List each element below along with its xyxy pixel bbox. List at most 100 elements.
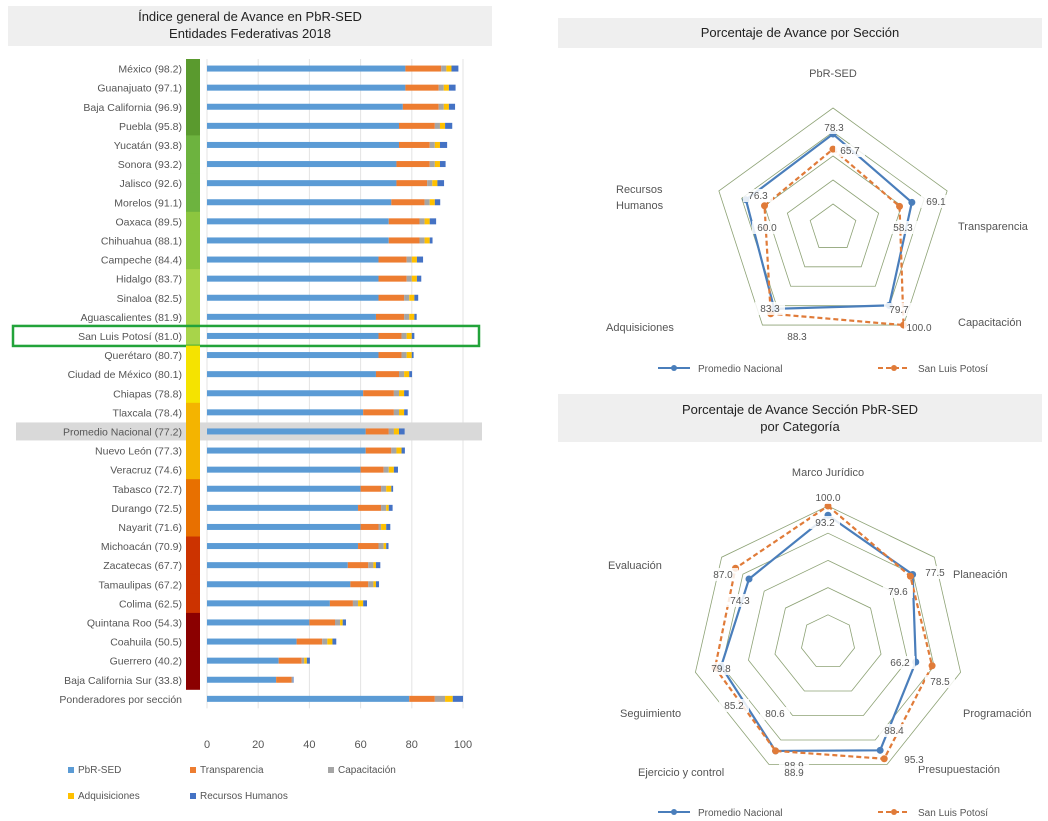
bar-segment	[375, 371, 399, 378]
bar-segment	[386, 523, 391, 530]
bar-segment	[365, 428, 389, 435]
category-label: Veracruz (74.6)	[110, 465, 182, 477]
color-scale-cell	[186, 116, 200, 136]
radar-axis-label: Recursos	[616, 184, 663, 196]
bar-segment	[276, 676, 292, 683]
category-label: Promedio Nacional (77.2)	[63, 426, 182, 438]
bar-segment	[405, 84, 439, 91]
bar-segment	[207, 237, 389, 244]
bar-segment	[399, 428, 405, 435]
legend-label: Transparencia	[200, 765, 264, 776]
data-label: 87.0	[713, 570, 733, 581]
radar-point	[829, 145, 837, 153]
radar-point	[908, 198, 916, 206]
bar-segment	[207, 352, 379, 359]
category-label: Sonora (93.2)	[118, 159, 182, 171]
radar-chart-category: Marco Jurídico Planeación Programación Pres…	[608, 467, 1031, 819]
bar-segment	[396, 161, 430, 168]
radar-ring	[801, 614, 855, 667]
bar-segment	[396, 447, 402, 454]
bar-segment	[402, 103, 439, 110]
category-label: Tlaxcala (78.4)	[113, 407, 182, 419]
data-label-bg	[708, 568, 738, 581]
bar-segment	[434, 199, 441, 206]
category-label: Ciudad de México (80.1)	[68, 369, 182, 381]
data-label-bg	[725, 594, 755, 607]
category-label: Baja California (96.9)	[83, 102, 182, 114]
bar-segment	[404, 390, 409, 397]
bar-segment	[296, 638, 323, 645]
radar-point	[772, 747, 780, 755]
data-label: 76.3	[748, 191, 768, 202]
bar-segment	[406, 332, 412, 339]
color-scale-cell	[186, 612, 200, 633]
bar-segment	[207, 275, 379, 282]
data-label-bg	[883, 585, 913, 598]
legend-label: PbR-SED	[78, 765, 121, 776]
bar-segment	[439, 122, 446, 129]
bar-segment	[406, 352, 412, 359]
bar-segment	[342, 619, 347, 626]
bar-segment	[207, 619, 310, 626]
color-scale-cell	[186, 364, 200, 385]
bar-segment	[438, 103, 444, 110]
data-label: 83.3	[760, 304, 780, 315]
data-label: 100.0	[906, 323, 931, 334]
bar-segment	[375, 313, 405, 320]
bar-segment	[409, 294, 415, 301]
legend-label: Recursos Humanos	[200, 791, 288, 802]
data-label: 66.2	[890, 658, 910, 669]
bar-segment	[401, 352, 407, 359]
radar-axis-label: Capacitación	[958, 317, 1022, 329]
data-label-bg	[879, 724, 909, 737]
data-label: 78.5	[930, 677, 950, 688]
category-label: Chihuahua (88.1)	[101, 235, 182, 247]
data-label: 74.3	[730, 596, 750, 607]
bar-segment	[445, 695, 453, 702]
bar-segment	[401, 332, 407, 339]
bar-segment	[443, 84, 449, 91]
bar-gridlines	[206, 59, 464, 709]
bar-segment	[368, 562, 374, 569]
data-label: 58.3	[893, 223, 913, 234]
category-label: Chiapas (78.8)	[113, 388, 182, 400]
radar-point	[745, 575, 753, 583]
category-label: Colima (62.5)	[119, 598, 182, 610]
stacked-bar-chart: México (98.2) Guanajuato (97.1) Baja Calif…	[11, 59, 482, 802]
color-scale-cell	[186, 78, 200, 98]
radar-category-title-line1: Porcentaje de Avance Sección PbR-SED	[681, 402, 919, 417]
radar-point	[896, 202, 904, 210]
bar-chart-title-line2: Entidades Federativas 2018	[169, 26, 331, 41]
data-label: 100.0	[815, 493, 840, 504]
data-label-bg	[782, 330, 812, 343]
data-label: 85.2	[724, 701, 744, 712]
legend-label: Adquisiciones	[78, 791, 140, 802]
radar-point	[880, 755, 888, 763]
bar-segment	[424, 237, 430, 244]
bar-segment	[452, 695, 463, 702]
color-scale-cell	[186, 460, 200, 480]
radar-ring	[774, 587, 882, 692]
bar-segment	[414, 294, 419, 301]
bar-segment	[291, 676, 293, 683]
highlight-box	[11, 324, 481, 348]
bar-segment	[393, 409, 399, 416]
radar-axis-label: Evaluación	[608, 560, 662, 572]
bar-segment	[207, 103, 403, 110]
bar-segment	[383, 466, 389, 473]
bar-segment	[393, 466, 398, 473]
bar-segment	[401, 447, 405, 454]
data-label: 69.1	[926, 197, 946, 208]
radar-series-line	[763, 147, 905, 327]
color-scale-cell	[186, 230, 200, 251]
bar-segment	[424, 199, 430, 206]
data-label: 88.9	[784, 768, 804, 779]
bar-segment	[335, 619, 341, 626]
data-label-bg	[819, 121, 849, 134]
data-label-bg	[706, 662, 736, 675]
data-label-bg	[899, 753, 929, 766]
bar-segment	[378, 294, 405, 301]
bar-segment	[207, 218, 389, 225]
bar-segment	[207, 638, 297, 645]
color-scale-cell	[186, 345, 200, 366]
